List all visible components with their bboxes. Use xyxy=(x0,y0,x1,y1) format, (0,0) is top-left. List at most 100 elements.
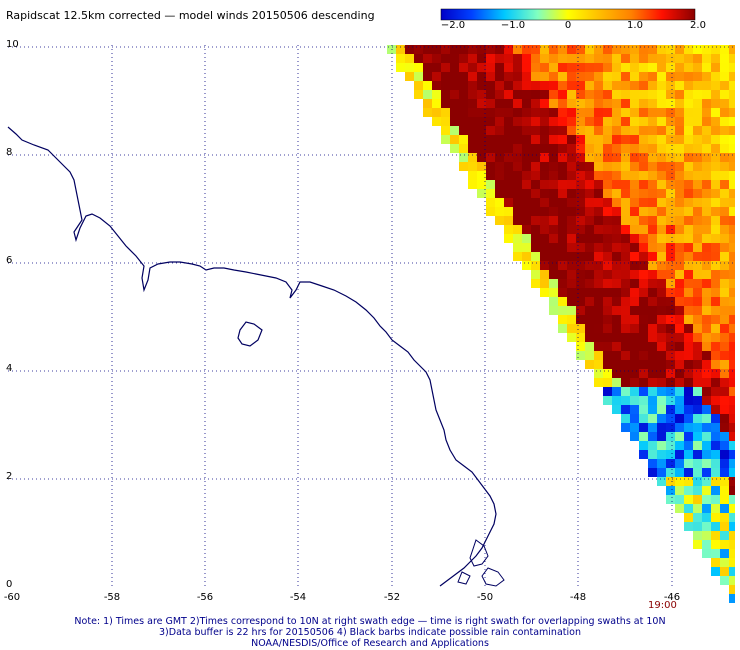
swath-cell xyxy=(729,81,735,90)
swath-cell xyxy=(702,522,711,531)
swath-cell xyxy=(522,153,531,162)
swath-cell xyxy=(729,333,735,342)
swath-cell xyxy=(477,126,486,135)
swath-cell xyxy=(630,216,639,225)
swath-cell xyxy=(450,63,459,72)
swath-cell xyxy=(657,207,666,216)
swath-cell xyxy=(702,504,711,513)
swath-cell xyxy=(720,441,729,450)
swath-cell xyxy=(612,144,621,153)
swath-cell xyxy=(657,306,666,315)
swath-cell xyxy=(639,72,648,81)
swath-cell xyxy=(720,234,729,243)
swath-cell xyxy=(504,216,513,225)
swath-cell xyxy=(603,360,612,369)
swath-cell xyxy=(558,315,567,324)
swath-cell xyxy=(711,513,720,522)
swath-cell xyxy=(576,261,585,270)
colorbar-label-pos2: 2.0 xyxy=(690,20,706,31)
swath-cell xyxy=(549,144,558,153)
swath-cell xyxy=(621,108,630,117)
swath-cell xyxy=(594,369,603,378)
swath-cell xyxy=(459,135,468,144)
swath-cell xyxy=(675,423,684,432)
swath-cell xyxy=(666,351,675,360)
swath-cell xyxy=(711,162,720,171)
swath-cell xyxy=(495,117,504,126)
swath-cell xyxy=(693,450,702,459)
swath-cell xyxy=(666,153,675,162)
x-tick-58w: -58 xyxy=(103,592,121,603)
swath-cell xyxy=(675,225,684,234)
swath-cell xyxy=(612,252,621,261)
swath-cell xyxy=(603,234,612,243)
swath-cell xyxy=(468,117,477,126)
swath-cell xyxy=(693,378,702,387)
swath-cell xyxy=(522,63,531,72)
swath-cell xyxy=(657,432,666,441)
swath-cell xyxy=(648,450,657,459)
swath-cell xyxy=(531,162,540,171)
swath-cell xyxy=(513,180,522,189)
swath-cell xyxy=(657,468,666,477)
swath-cell xyxy=(720,396,729,405)
swath-cell xyxy=(594,351,603,360)
swath-cell xyxy=(549,297,558,306)
swath-cell xyxy=(720,369,729,378)
swath-cell xyxy=(405,63,414,72)
swath-cell xyxy=(711,126,720,135)
swath-cell xyxy=(567,81,576,90)
swath-cell xyxy=(594,252,603,261)
swath-cell xyxy=(603,63,612,72)
swath-cell xyxy=(693,324,702,333)
swath-cell xyxy=(522,252,531,261)
swath-cell xyxy=(612,45,621,54)
x-tick-50w: -50 xyxy=(476,592,494,603)
swath-cell xyxy=(549,135,558,144)
swath-cell xyxy=(504,63,513,72)
swath-cell xyxy=(585,342,594,351)
swath-cell xyxy=(720,54,729,63)
swath-cell xyxy=(585,225,594,234)
swath-cell xyxy=(513,117,522,126)
swath-cell xyxy=(468,63,477,72)
swath-cell xyxy=(468,162,477,171)
swath-cell xyxy=(522,135,531,144)
swath-cell xyxy=(621,198,630,207)
swath-cell xyxy=(639,171,648,180)
swath-cell xyxy=(621,81,630,90)
swath-cell xyxy=(729,297,735,306)
swath-cell xyxy=(549,189,558,198)
swath-cell xyxy=(702,540,711,549)
swath-cell xyxy=(612,99,621,108)
swath-cell xyxy=(603,162,612,171)
swath-cell xyxy=(504,135,513,144)
swath-cell xyxy=(666,135,675,144)
swath-cell xyxy=(702,135,711,144)
swath-cell xyxy=(621,378,630,387)
colorbar-label-neg1: −1.0 xyxy=(500,20,526,31)
swath-cell xyxy=(585,108,594,117)
swath-cell xyxy=(477,180,486,189)
swath-cell xyxy=(657,81,666,90)
swath-cell xyxy=(576,234,585,243)
swath-cell xyxy=(648,261,657,270)
swath-cell xyxy=(576,171,585,180)
swath-cell xyxy=(549,243,558,252)
swath-cell xyxy=(648,207,657,216)
swath-cell xyxy=(603,306,612,315)
swath-cell xyxy=(630,189,639,198)
swath-cell xyxy=(513,243,522,252)
swath-cell xyxy=(666,108,675,117)
swath-cell xyxy=(648,63,657,72)
swath-cell xyxy=(657,315,666,324)
swath-cell xyxy=(495,189,504,198)
swath-cell xyxy=(630,261,639,270)
swath-cell xyxy=(702,171,711,180)
swath-cell xyxy=(675,306,684,315)
swath-cell xyxy=(441,126,450,135)
swath-cell xyxy=(612,396,621,405)
swath-cell xyxy=(648,45,657,54)
swath-cell xyxy=(567,72,576,81)
swath-cell xyxy=(639,279,648,288)
